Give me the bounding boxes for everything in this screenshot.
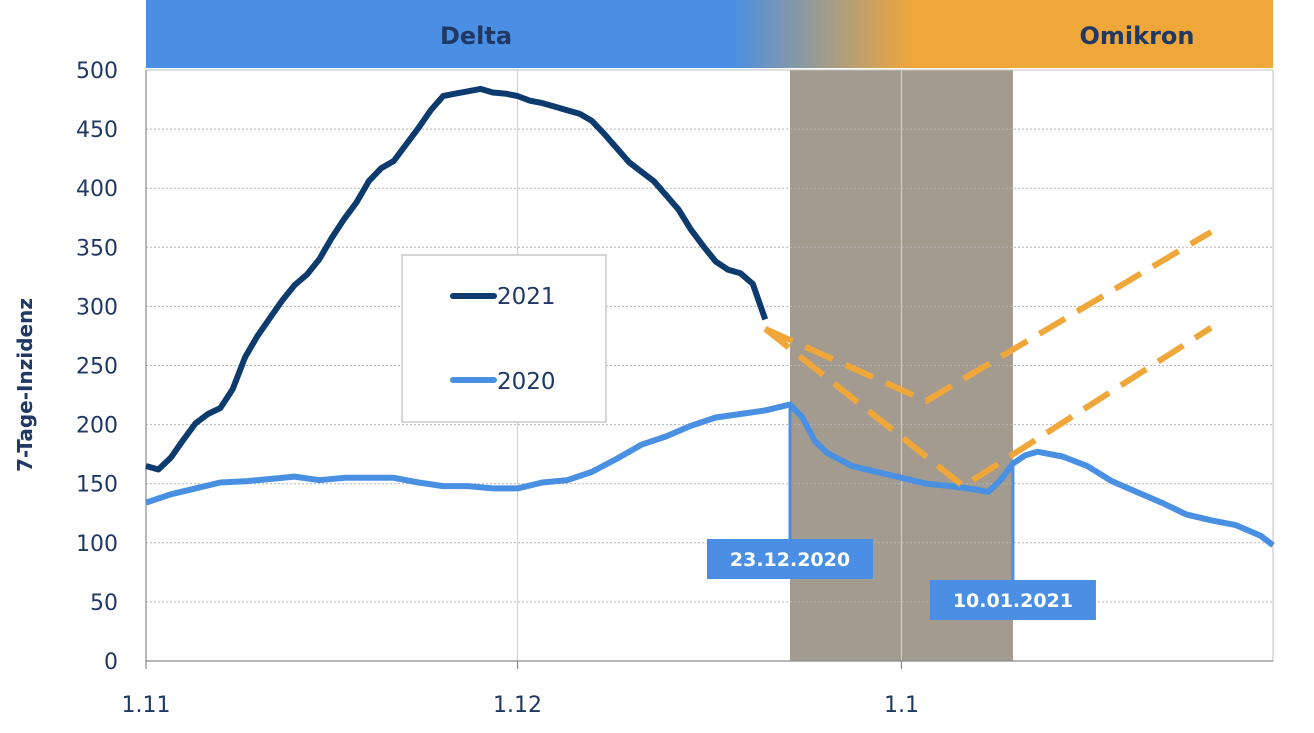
phase-band <box>146 0 1273 68</box>
y-tick-label: 200 <box>76 414 118 439</box>
x-axis-ticks: 1.11 1.12 1.1 <box>122 660 1273 718</box>
x-tick-label: 1.12 <box>493 693 542 718</box>
y-tick-label: 450 <box>76 118 118 143</box>
y-tick-label: 100 <box>76 532 118 557</box>
legend-label-2020: 2020 <box>497 369 556 395</box>
legend: 2021 2020 <box>401 254 607 423</box>
callouts: 23.12.2020 10.01.2021 <box>707 404 1096 620</box>
callout-box <box>929 580 1096 620</box>
phase-label-delta: Delta <box>440 22 512 50</box>
y-tick-label: 300 <box>76 295 118 320</box>
y-tick-label: 150 <box>76 473 118 498</box>
callout-label: 10.01.2021 <box>953 590 1073 612</box>
series-line-2020 <box>145 401 1275 548</box>
y-tick-label: 50 <box>90 591 118 616</box>
y-axis-label: 7-Tage-Inzidenz <box>13 298 37 472</box>
y-tick-label: 350 <box>76 236 118 261</box>
projection-line-1 <box>763 229 1213 404</box>
y-tick-label: 500 <box>76 59 118 84</box>
x-tick-label: 1.11 <box>122 693 171 718</box>
projection-line-2 <box>763 325 1213 490</box>
y-tick-label: 0 <box>104 650 118 675</box>
phase-label-omikron: Omikron <box>1079 22 1194 50</box>
legend-label-2021: 2021 <box>497 284 556 310</box>
series-group <box>145 85 1275 548</box>
y-axis-ticks: 0 50 100 150 200 250 300 350 400 450 500 <box>76 59 147 675</box>
legend-box <box>401 254 607 423</box>
y-tick-label: 400 <box>76 177 118 202</box>
y-tick-label: 250 <box>76 355 118 380</box>
series-line-2021 <box>145 85 769 473</box>
callout-box <box>707 539 873 579</box>
callout-label: 23.12.2020 <box>730 549 850 571</box>
x-tick-label: 1.1 <box>884 693 919 718</box>
